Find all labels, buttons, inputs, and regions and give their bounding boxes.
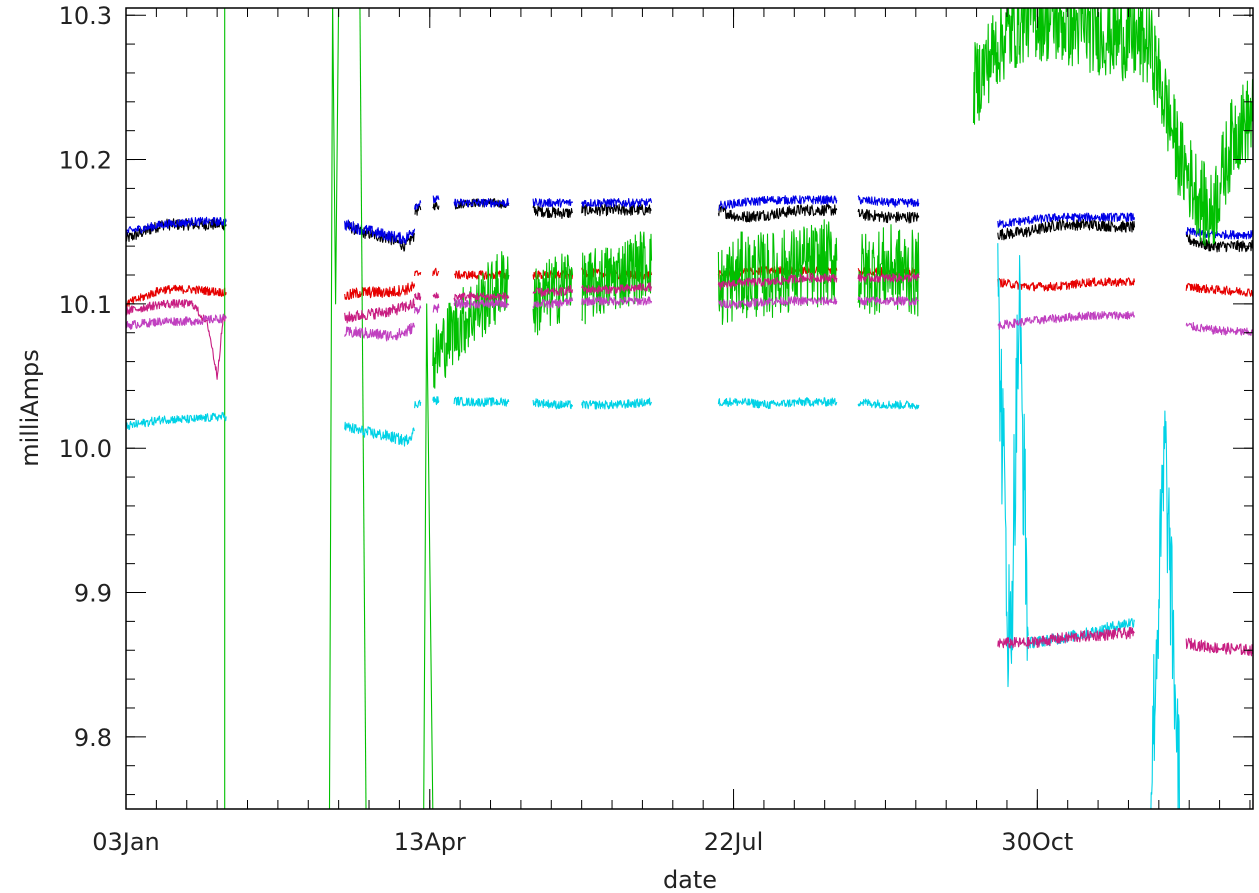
series-2-segment-3 bbox=[414, 200, 422, 211]
series-4-segment-4 bbox=[423, 303, 434, 809]
series-5-segment-4 bbox=[432, 396, 440, 406]
series-7 bbox=[126, 296, 1253, 342]
series-4-segment-10 bbox=[972, 8, 1253, 247]
series-3-segment-11 bbox=[1185, 282, 1253, 297]
series-1-segment-8 bbox=[717, 203, 838, 223]
series-7-segment-1 bbox=[126, 313, 227, 330]
series-6-segment-10 bbox=[997, 626, 1135, 650]
series-7-segment-6 bbox=[532, 296, 574, 309]
series-2-segment-8 bbox=[718, 195, 838, 211]
series-7-segment-8 bbox=[718, 296, 838, 309]
series-5-segment-5 bbox=[453, 396, 510, 407]
series-5-segment-2 bbox=[344, 421, 416, 447]
series-5-segment-7 bbox=[581, 397, 653, 410]
series-3-segment-1 bbox=[126, 284, 227, 308]
series-6-segment-3 bbox=[414, 292, 422, 301]
tick-labels-layer: 03Jan 13Apr 22Jul 30Oct 9.8 9.9 10.0 10.1 10.2 10… bbox=[59, 2, 1074, 856]
series-5-segment-9 bbox=[857, 398, 920, 410]
series-6-segment-11 bbox=[1185, 637, 1253, 657]
series-2-segment-9 bbox=[857, 195, 920, 208]
series-4-segment-9 bbox=[857, 224, 920, 317]
series-7-segment-7 bbox=[581, 296, 653, 306]
y-tick-label: 9.9 bbox=[74, 580, 112, 608]
y-tick-label: 10.2 bbox=[59, 147, 112, 175]
series-5-segment-6 bbox=[532, 398, 574, 410]
series-4 bbox=[224, 8, 1253, 809]
series-6-segment-2 bbox=[344, 298, 416, 324]
ticks-layer bbox=[125, 8, 1253, 809]
series-2-segment-1 bbox=[126, 216, 227, 236]
series-3-segment-5 bbox=[453, 270, 510, 280]
series-7-segment-3 bbox=[414, 305, 422, 315]
series-2-segment-2 bbox=[344, 219, 416, 245]
x-tick-label: 22Jul bbox=[704, 828, 764, 856]
series-5-segment-12 bbox=[1150, 410, 1181, 809]
series-2-segment-5 bbox=[453, 198, 510, 208]
series-7-segment-9 bbox=[857, 296, 920, 306]
y-axis-title: milliAmps bbox=[16, 349, 44, 467]
plot-frame bbox=[125, 7, 1254, 810]
series-7-segment-2 bbox=[344, 322, 416, 342]
series-2-segment-4 bbox=[432, 195, 440, 204]
series-5 bbox=[126, 243, 1181, 809]
y-tick-label: 9.8 bbox=[74, 724, 112, 752]
series-6-segment-1 bbox=[126, 299, 227, 380]
series-6-segment-6 bbox=[532, 285, 574, 297]
series-2-segment-7 bbox=[581, 197, 653, 208]
y-tick-label: 10.3 bbox=[59, 2, 112, 30]
series-layer bbox=[126, 8, 1253, 809]
series-7-segment-5 bbox=[453, 298, 510, 309]
series-4-segment-2 bbox=[328, 8, 340, 809]
series-1-segment-9 bbox=[857, 208, 920, 224]
series-7-segment-4 bbox=[432, 303, 440, 313]
series-2 bbox=[126, 195, 1253, 245]
series-5-segment-10 bbox=[997, 243, 1029, 688]
series-2-segment-6 bbox=[532, 197, 574, 208]
x-tick-label: 13Apr bbox=[394, 828, 466, 856]
series-4-segment-7 bbox=[581, 231, 653, 325]
series-6-segment-4 bbox=[432, 292, 440, 299]
series-1-segment-1 bbox=[126, 218, 227, 243]
series-6-segment-9 bbox=[857, 273, 920, 283]
series-4-segment-6 bbox=[532, 253, 574, 336]
series-3-segment-2 bbox=[344, 281, 416, 300]
x-axis-title: date bbox=[663, 866, 717, 893]
series-7-segment-11 bbox=[1185, 321, 1253, 336]
series-1-segment-4 bbox=[432, 202, 440, 211]
y-tick-label: 10.0 bbox=[59, 435, 112, 463]
series-4-segment-3 bbox=[359, 8, 367, 809]
series-7-segment-10 bbox=[997, 310, 1136, 331]
series-4-segment-5 bbox=[432, 251, 510, 389]
series-3-segment-3 bbox=[414, 270, 422, 277]
plot-background bbox=[126, 8, 1253, 809]
series-3-segment-4 bbox=[432, 267, 440, 277]
series-5-segment-8 bbox=[717, 397, 838, 410]
series-6-segment-7 bbox=[581, 282, 653, 295]
x-tick-label: 03Jan bbox=[92, 828, 160, 856]
series-5-segment-3 bbox=[414, 399, 422, 409]
series-2-segment-10 bbox=[997, 212, 1136, 229]
series-6 bbox=[126, 273, 1253, 657]
series-5-segment-1 bbox=[126, 411, 227, 431]
series-1-segment-11 bbox=[1185, 233, 1253, 253]
series-6-segment-8 bbox=[717, 273, 838, 291]
y-tick-label: 10.1 bbox=[59, 291, 112, 319]
series-6-segment-5 bbox=[453, 292, 510, 302]
x-tick-label: 30Oct bbox=[1001, 828, 1073, 856]
